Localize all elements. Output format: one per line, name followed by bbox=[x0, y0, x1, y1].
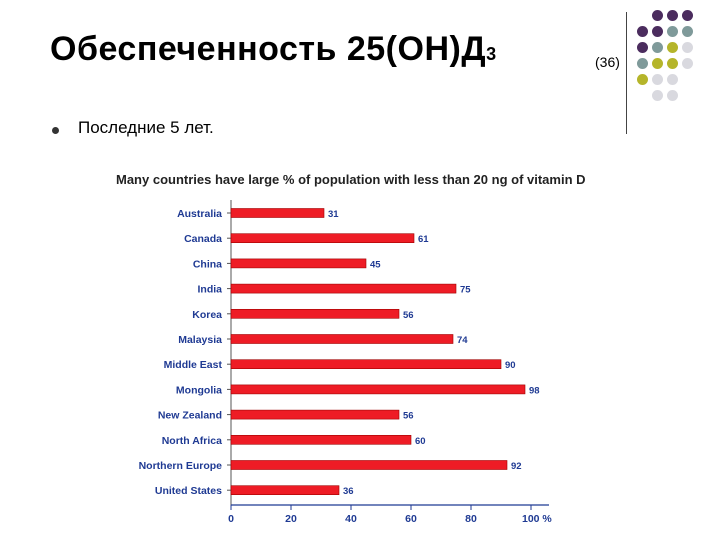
bar-value-label: 60 bbox=[415, 436, 426, 447]
bar-value-label: 61 bbox=[418, 234, 429, 245]
category-label: Malaysia bbox=[178, 334, 222, 346]
decor-dot bbox=[667, 10, 678, 21]
decor-dot bbox=[667, 42, 678, 53]
bar bbox=[230, 434, 412, 445]
bar bbox=[230, 283, 457, 294]
decor-dot bbox=[652, 26, 663, 37]
bar bbox=[230, 409, 400, 420]
bar bbox=[230, 258, 367, 269]
slide-title: Обеспеченность 25(ОН)Д3 bbox=[50, 30, 497, 69]
category-label: Canada bbox=[184, 233, 222, 245]
category-label: China bbox=[193, 258, 222, 270]
decor-divider-line bbox=[626, 12, 627, 134]
category-label: India bbox=[197, 284, 222, 296]
bar bbox=[230, 384, 526, 395]
bar bbox=[230, 308, 400, 319]
bar-value-label: 90 bbox=[505, 360, 516, 371]
bar-value-label: 98 bbox=[529, 385, 540, 396]
bar-value-label: 92 bbox=[511, 461, 522, 472]
bullet-icon bbox=[52, 127, 59, 134]
decor-dot bbox=[652, 58, 663, 69]
bullet-text: Последние 5 лет. bbox=[78, 118, 214, 137]
bar-value-label: 31 bbox=[328, 209, 339, 220]
category-label: Northern Europe bbox=[139, 460, 223, 472]
x-tick-label: 80 bbox=[465, 513, 477, 525]
x-tick-label: 100 % bbox=[522, 513, 552, 525]
slide-number: (36) bbox=[595, 54, 620, 70]
decor-dot bbox=[637, 58, 648, 69]
bar bbox=[230, 334, 454, 344]
decor-dot bbox=[637, 74, 648, 85]
decor-dot bbox=[682, 26, 693, 37]
category-label: Korea bbox=[192, 309, 222, 321]
bar bbox=[230, 359, 502, 370]
bar-value-label: 45 bbox=[370, 259, 381, 270]
decor-dot bbox=[652, 74, 663, 85]
category-label: Middle East bbox=[164, 359, 223, 371]
decor-dot bbox=[652, 90, 663, 101]
bar-value-label: 56 bbox=[403, 411, 414, 422]
category-label: Australia bbox=[177, 208, 222, 220]
decor-dot bbox=[682, 58, 693, 69]
decor-dot bbox=[637, 42, 648, 53]
bar-value-label: 75 bbox=[460, 285, 471, 296]
slide-title-main: Обеспеченность 25(ОН)Д bbox=[50, 30, 487, 68]
decor-dot bbox=[667, 58, 678, 69]
category-label: New Zealand bbox=[158, 410, 222, 422]
decor-dot bbox=[667, 74, 678, 85]
bar bbox=[230, 485, 340, 496]
decor-dot bbox=[682, 42, 693, 53]
x-tick-label: 60 bbox=[405, 513, 417, 525]
bar bbox=[230, 460, 508, 470]
bar bbox=[230, 208, 325, 218]
category-label: Mongolia bbox=[176, 384, 222, 396]
bar-value-label: 56 bbox=[403, 310, 414, 321]
decor-dot bbox=[682, 10, 693, 21]
category-label: United States bbox=[155, 485, 222, 497]
slide-title-subscript: 3 bbox=[486, 44, 497, 64]
x-tick-label: 20 bbox=[285, 513, 297, 525]
decor-dot bbox=[667, 26, 678, 37]
bar bbox=[230, 233, 415, 243]
bar-value-label: 74 bbox=[457, 335, 468, 346]
x-tick-label: 0 bbox=[228, 513, 234, 525]
decor-dot bbox=[637, 26, 648, 37]
category-label: North Africa bbox=[162, 435, 222, 447]
decor-dot bbox=[652, 10, 663, 21]
x-tick-label: 40 bbox=[345, 513, 357, 525]
decor-dot bbox=[667, 90, 678, 101]
chart-title: Many countries have large % of populatio… bbox=[116, 172, 586, 187]
bar-value-label: 36 bbox=[343, 486, 354, 497]
decor-dot bbox=[652, 42, 663, 53]
